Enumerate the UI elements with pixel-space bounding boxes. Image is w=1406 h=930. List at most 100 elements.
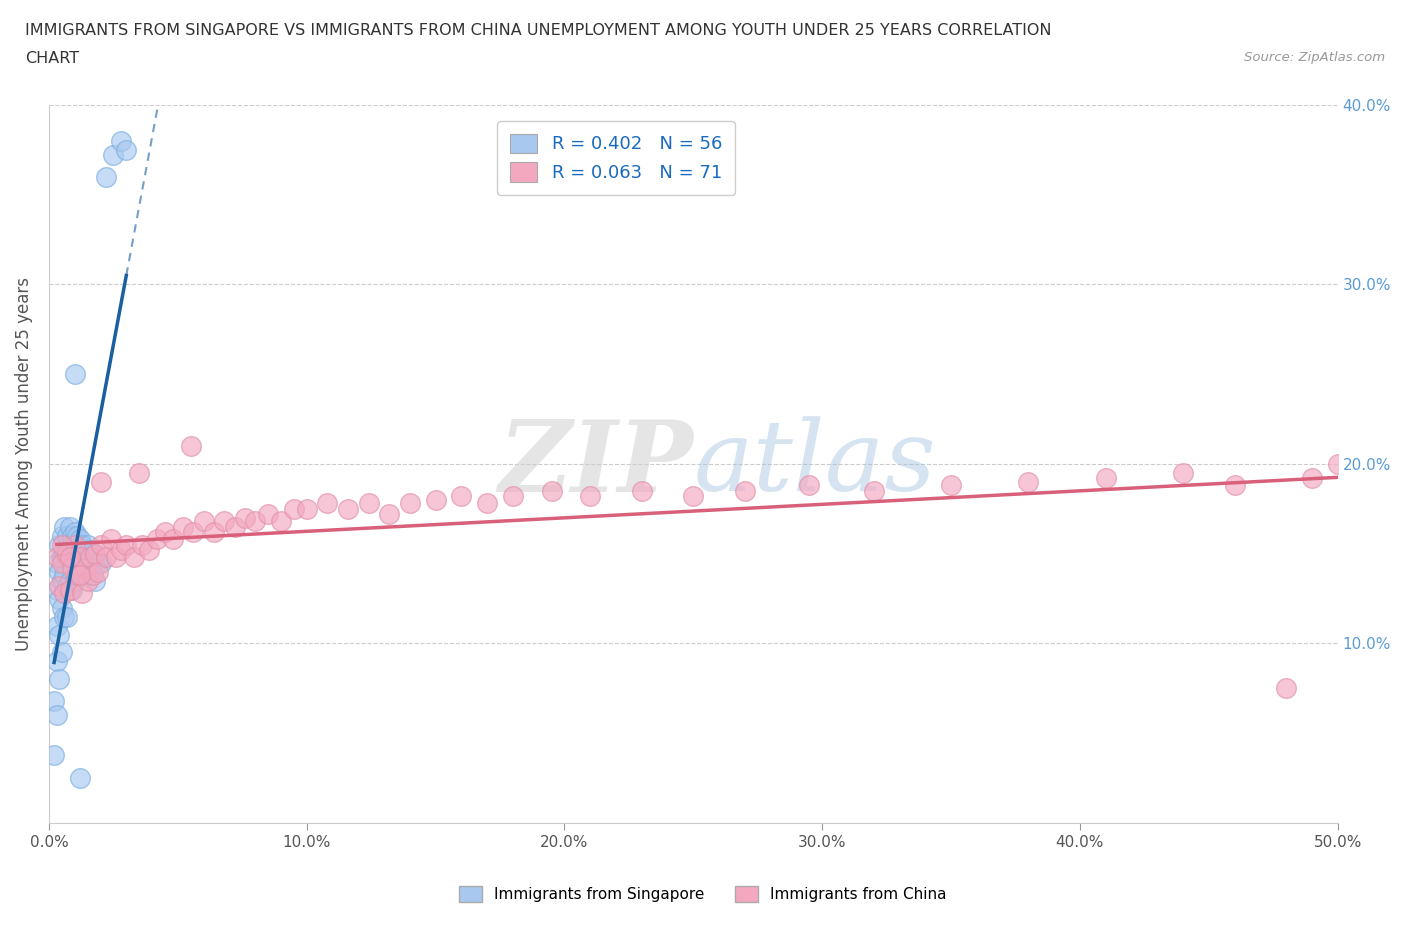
Point (45, 618, 67, 633)
Point (72, 565, 94, 579)
Point (110, 543, 132, 558)
Point (128, 465, 150, 480)
Point (60, 550, 83, 565)
Point (100, 532, 122, 547)
Point (51, 538, 73, 552)
Point (63, 546, 86, 561)
Point (48, 627, 70, 642)
Point (1094, 471, 1116, 485)
Point (53, 519, 76, 534)
Text: ZIP: ZIP (498, 416, 693, 512)
Point (110, 133, 132, 148)
Point (60, 528, 83, 543)
Point (63, 538, 86, 552)
Point (51, 555, 73, 570)
Point (58, 573, 80, 588)
Point (89, 474, 111, 489)
Point (51, 550, 73, 565)
Point (60, 561, 83, 576)
Point (682, 489, 704, 504)
Point (53, 546, 76, 561)
Point (66, 568, 89, 583)
Point (58, 519, 80, 534)
Point (48, 538, 70, 552)
Point (94, 550, 117, 565)
Point (42, 748, 65, 763)
Point (56, 550, 79, 565)
Point (89, 555, 111, 570)
Point (53, 586, 76, 601)
Point (181, 525, 204, 539)
Point (42, 694, 65, 709)
Point (202, 525, 225, 539)
Point (56, 528, 79, 543)
Point (45, 582, 67, 597)
Point (502, 489, 524, 504)
Point (103, 148, 125, 163)
Point (233, 511, 256, 525)
Point (1171, 465, 1194, 480)
Point (69, 532, 91, 547)
Point (224, 519, 246, 534)
Point (172, 519, 194, 534)
Point (1326, 457, 1348, 472)
Point (939, 478, 962, 493)
Point (63, 573, 86, 588)
Point (270, 514, 292, 529)
Point (56, 546, 79, 561)
Point (58, 543, 80, 558)
Point (51, 600, 73, 615)
Point (104, 550, 127, 565)
Point (51, 528, 73, 543)
Point (1275, 681, 1298, 696)
Point (79, 568, 101, 583)
Point (48, 565, 70, 579)
Point (115, 538, 138, 552)
Point (45, 654, 67, 669)
Point (72, 586, 94, 601)
Point (398, 496, 420, 511)
Point (48, 591, 70, 606)
Point (66, 528, 89, 543)
Point (94, 169, 117, 184)
Point (630, 484, 652, 498)
Point (84, 546, 107, 561)
Point (73, 561, 96, 576)
Point (243, 514, 266, 529)
Point (66, 555, 89, 570)
Point (357, 496, 380, 511)
Point (69, 561, 91, 576)
Point (115, 142, 138, 157)
Point (82, 550, 104, 565)
Point (734, 484, 756, 498)
Point (51, 645, 73, 660)
Text: atlas: atlas (693, 417, 936, 512)
Point (69, 550, 91, 565)
Point (45, 708, 67, 723)
Point (425, 492, 447, 507)
Point (79, 550, 101, 565)
Point (69, 568, 91, 583)
Point (146, 532, 169, 547)
Point (862, 484, 884, 498)
Point (193, 514, 215, 529)
Point (84, 573, 107, 588)
Point (84, 546, 107, 561)
Point (89, 538, 111, 552)
Point (76, 573, 98, 588)
Point (56, 578, 79, 593)
Point (48, 578, 70, 593)
Point (53, 568, 76, 583)
Point (540, 484, 562, 498)
Point (475, 496, 498, 511)
Text: Source: ZipAtlas.com: Source: ZipAtlas.com (1244, 51, 1385, 64)
Point (450, 489, 472, 504)
Y-axis label: Unemployment Among Youth under 25 years: Unemployment Among Youth under 25 years (15, 277, 32, 651)
Point (799, 478, 821, 493)
Point (72, 538, 94, 552)
Point (131, 538, 153, 552)
Point (336, 501, 359, 516)
Point (76, 538, 98, 552)
Point (79, 543, 101, 558)
Point (45, 550, 67, 565)
